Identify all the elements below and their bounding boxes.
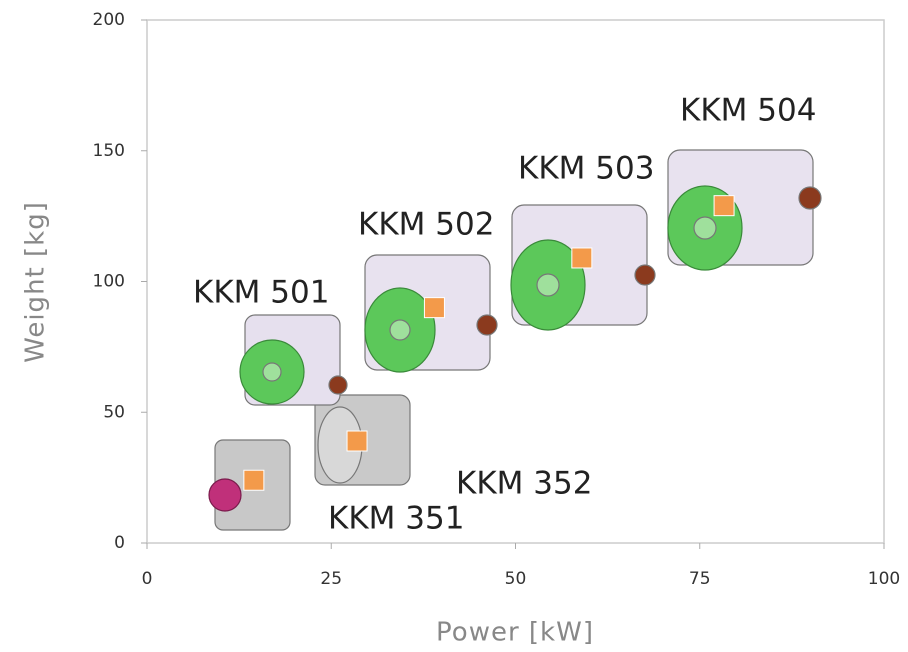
engine-label: KKM 504 bbox=[680, 93, 816, 129]
engine-label: KKM 352 bbox=[456, 466, 592, 502]
engine-label: KKM 351 bbox=[328, 501, 464, 537]
y-tick-label: 100 bbox=[93, 272, 125, 292]
x-tick-label: 50 bbox=[505, 569, 527, 589]
y-tick-label: 50 bbox=[103, 402, 125, 422]
y-tick-label: 0 bbox=[114, 533, 125, 553]
engine-label: KKM 502 bbox=[358, 207, 494, 243]
y-tick-label: 200 bbox=[93, 10, 125, 30]
point bbox=[347, 431, 367, 451]
x-tick-label: 75 bbox=[689, 569, 711, 589]
point bbox=[244, 470, 264, 490]
engine-label: KKM 501 bbox=[193, 275, 329, 311]
point bbox=[424, 298, 444, 318]
engine-label: KKM 503 bbox=[518, 151, 654, 187]
point bbox=[572, 248, 592, 268]
y-axis-label: Weight [kg] bbox=[21, 201, 51, 363]
x-tick-label: 100 bbox=[868, 569, 900, 589]
point bbox=[714, 196, 734, 216]
chart: Power [kW] Weight [kg] 0 50 100 150 200 0 25 50… bbox=[0, 0, 908, 652]
x-tick-label: 25 bbox=[320, 569, 342, 589]
x-tick-label: 0 bbox=[142, 569, 153, 589]
y-tick-label: 150 bbox=[93, 141, 125, 161]
x-axis-label: Power [kW] bbox=[436, 618, 594, 648]
